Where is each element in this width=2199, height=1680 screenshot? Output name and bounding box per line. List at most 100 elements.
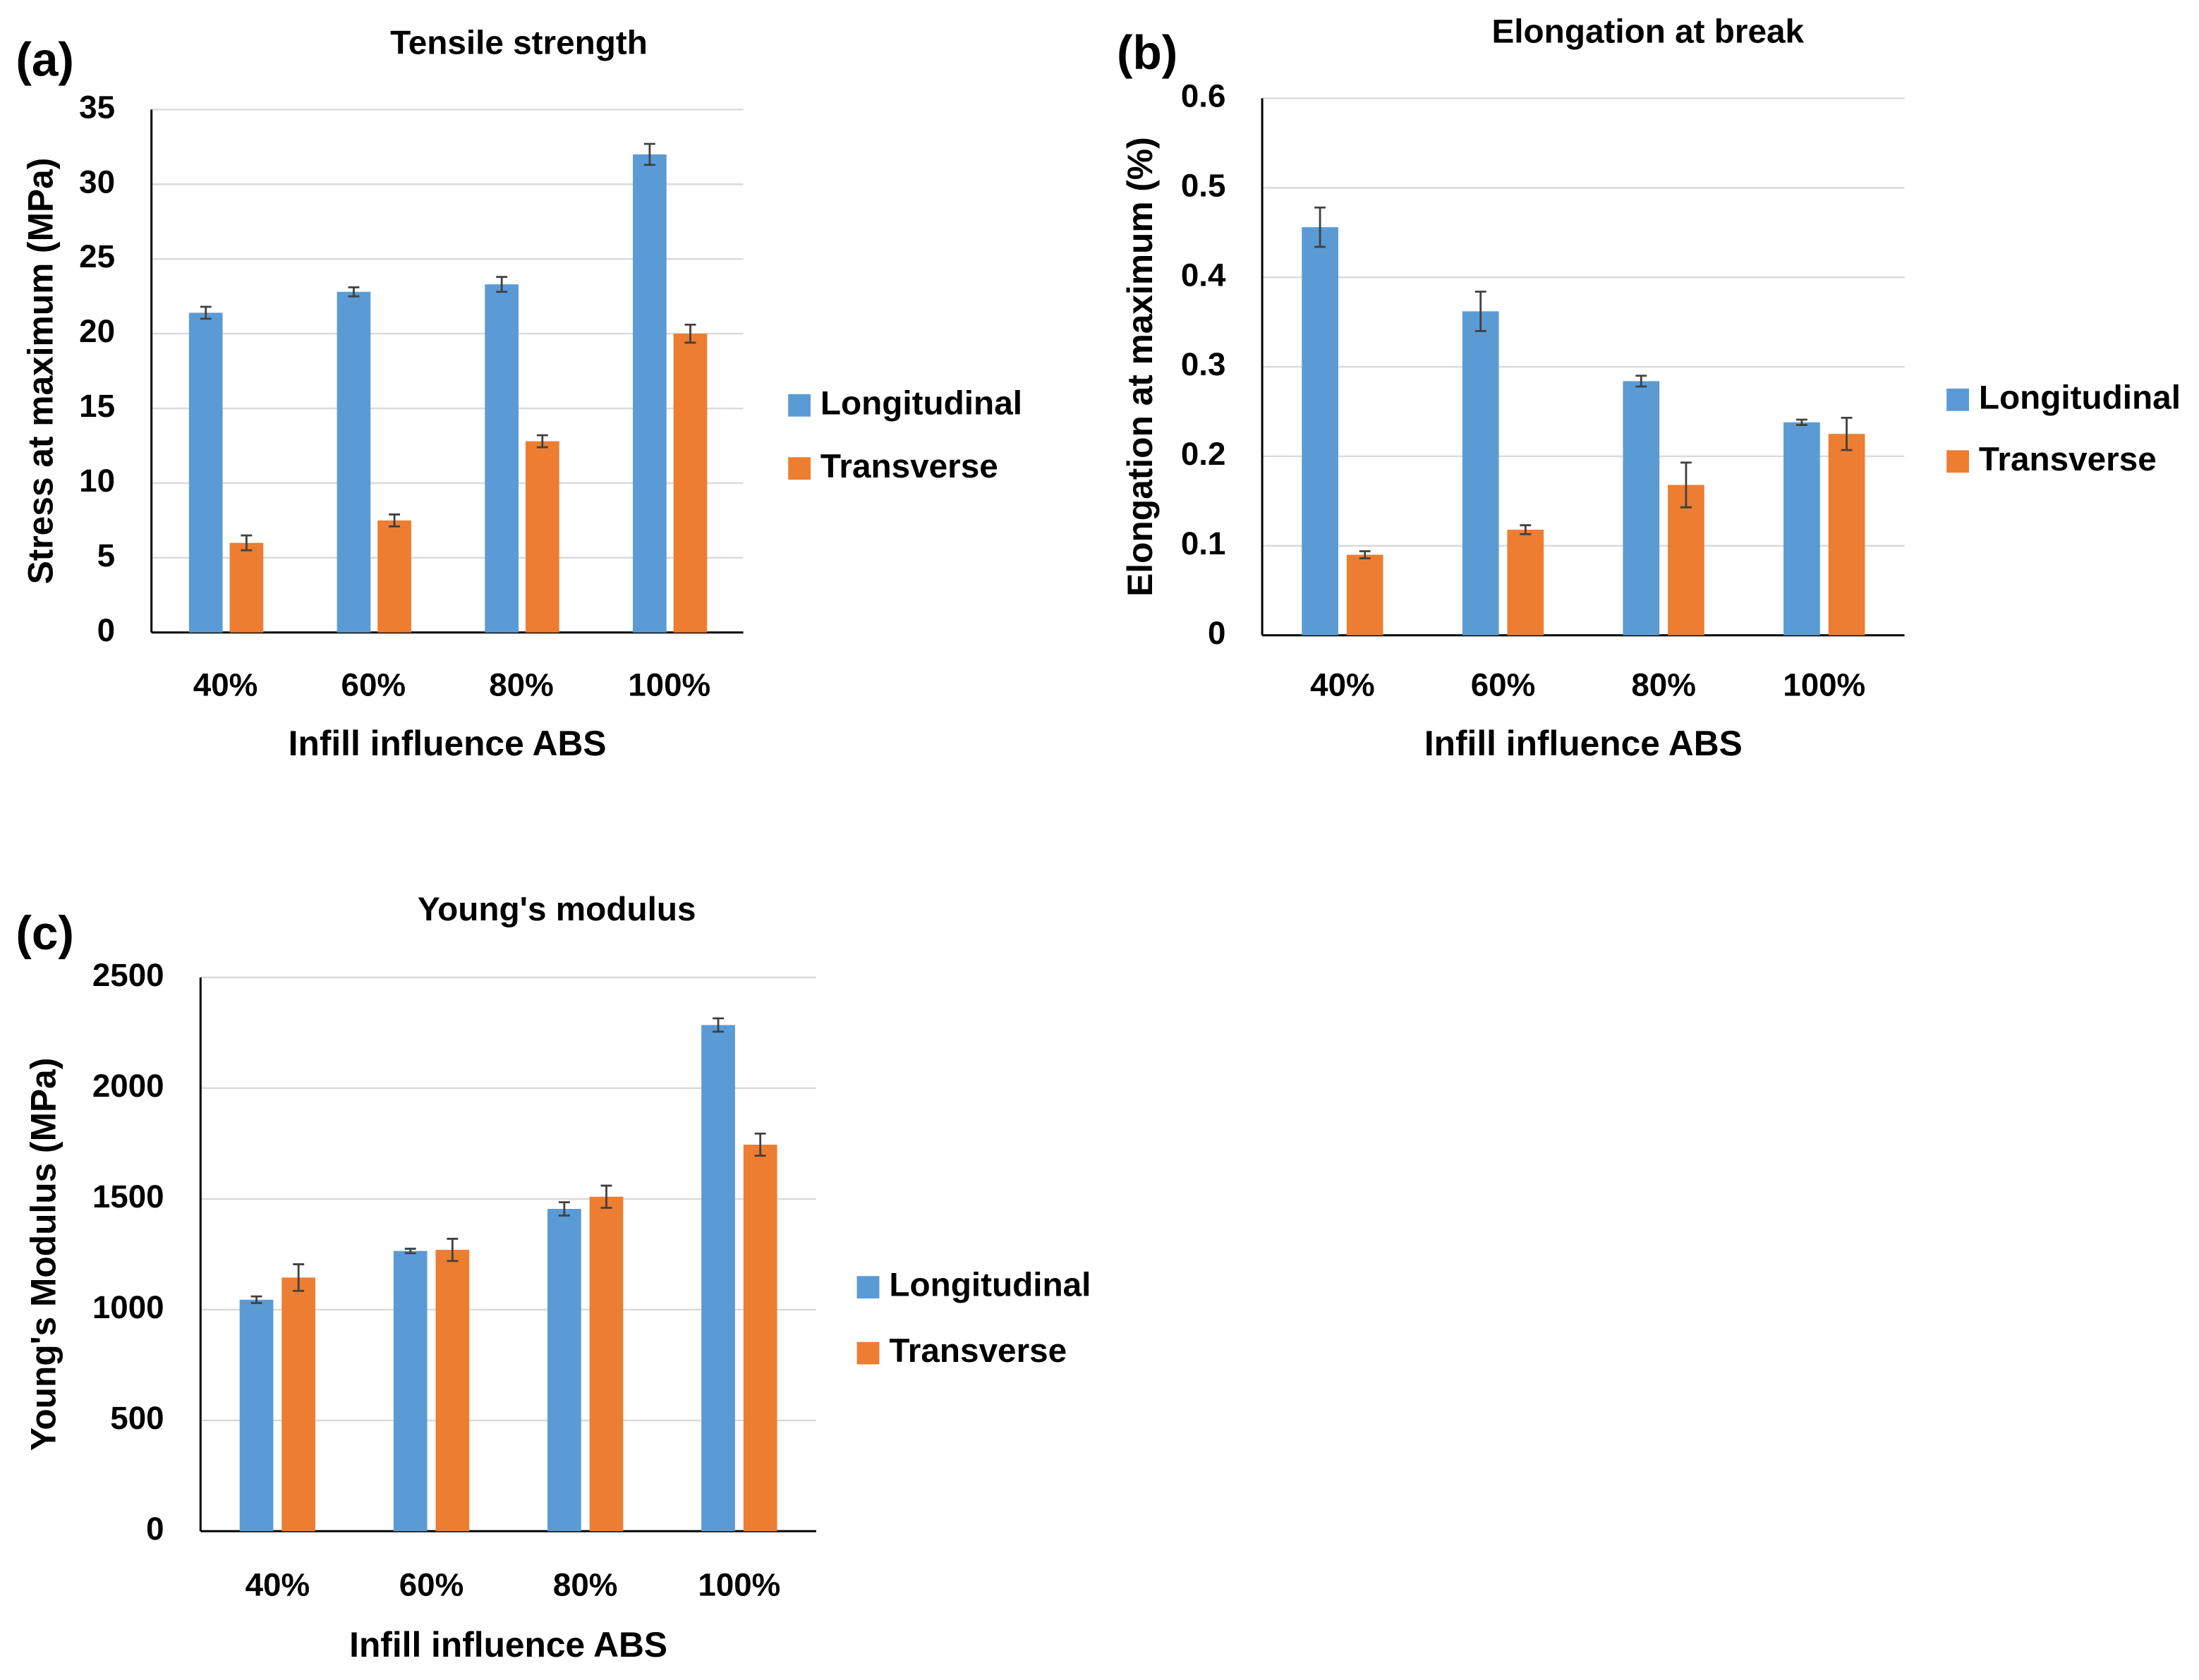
x-tick-label: 100% <box>1783 666 1865 702</box>
y-tick-label: 0.2 <box>1181 436 1226 472</box>
x-tick-label: 60% <box>399 1567 464 1603</box>
legend-label: Longitudinal <box>820 384 1022 422</box>
bar <box>229 542 264 633</box>
bar <box>281 1277 316 1532</box>
y-tick-label: 10 <box>79 463 115 499</box>
error-bar <box>643 142 655 166</box>
bar <box>1346 554 1383 635</box>
error-bar <box>713 1017 724 1033</box>
y-tick-label: 0.1 <box>1181 525 1226 561</box>
error-bar <box>1314 206 1326 248</box>
bar <box>673 334 708 633</box>
error-bar <box>558 1201 570 1217</box>
bar <box>485 284 519 633</box>
legend-swatch <box>788 457 811 480</box>
error-bar <box>684 323 696 344</box>
error-bar <box>293 1263 305 1292</box>
error-bar <box>1520 524 1532 535</box>
x-tick-label: 40% <box>1310 666 1375 702</box>
bar <box>239 1299 274 1532</box>
error-bar <box>447 1238 459 1262</box>
y-axis-title: Elongation at maximum (%) <box>1120 137 1160 597</box>
x-tick-label: 80% <box>553 1567 618 1603</box>
bar <box>1783 422 1820 635</box>
y-tick-label: 0 <box>146 1511 164 1547</box>
chart-title: Elongation at break <box>1492 13 1805 51</box>
error-bar <box>536 434 548 449</box>
y-tick-label: 0.4 <box>1181 257 1226 293</box>
error-bar <box>241 534 253 552</box>
y-tick-label: 25 <box>79 238 115 274</box>
bar <box>1507 530 1544 635</box>
x-tick-label: 40% <box>193 666 258 702</box>
bar <box>589 1196 624 1532</box>
error-bar <box>1795 418 1807 426</box>
bar <box>743 1144 777 1532</box>
x-tick-label: 60% <box>341 666 406 702</box>
bar <box>435 1250 470 1532</box>
x-axis-title: Infill influence ABS <box>1424 724 1743 763</box>
x-tick-label: 60% <box>1471 666 1536 702</box>
x-axis-title: Infill influence ABS <box>349 1625 667 1664</box>
bar <box>1828 434 1865 635</box>
error-bar <box>1474 291 1486 332</box>
bar <box>1462 311 1499 635</box>
legend-label: Transverse <box>820 448 998 485</box>
x-tick-label: 80% <box>1631 666 1696 702</box>
panel-label: (b) <box>1117 27 1177 80</box>
bar <box>1668 485 1704 635</box>
y-tick-label: 1500 <box>92 1179 164 1215</box>
y-tick-label: 0 <box>97 612 115 648</box>
y-tick-label: 20 <box>79 313 115 349</box>
y-tick-label: 1000 <box>92 1289 164 1325</box>
x-axis-title: Infill influence ABS <box>289 724 607 763</box>
error-bar <box>250 1295 262 1304</box>
chart-title: Tensile strength <box>390 24 648 61</box>
y-tick-label: 0 <box>1208 615 1225 651</box>
legend-label: Longitudinal <box>889 1267 1091 1304</box>
y-tick-label: 0.6 <box>1181 78 1226 114</box>
error-bar <box>1841 417 1853 451</box>
y-tick-label: 0.3 <box>1181 346 1226 382</box>
bar <box>633 154 667 633</box>
legend-label: Transverse <box>1979 441 2157 478</box>
legend-swatch <box>1946 388 1969 411</box>
x-tick-label: 100% <box>698 1567 780 1603</box>
y-tick-label: 5 <box>97 537 115 573</box>
x-tick-label: 100% <box>628 666 710 702</box>
y-tick-label: 2500 <box>92 957 164 993</box>
y-tick-label: 15 <box>79 388 115 424</box>
bar <box>1302 227 1338 635</box>
legend-swatch <box>788 394 811 417</box>
y-axis-title: Stress at maximum (MPa) <box>21 158 61 585</box>
bar <box>525 441 559 633</box>
bar <box>377 520 411 633</box>
error-bar <box>754 1132 766 1157</box>
legend-swatch <box>856 1276 880 1299</box>
error-bar <box>404 1248 416 1255</box>
error-bar <box>496 276 508 293</box>
y-tick-label: 30 <box>79 164 115 200</box>
bar <box>393 1250 428 1532</box>
bar <box>701 1025 735 1532</box>
y-axis-title: Young's Modulus (MPa) <box>24 1058 63 1451</box>
bar <box>1623 381 1660 635</box>
error-bar <box>348 286 360 298</box>
y-tick-label: 2000 <box>92 1068 164 1104</box>
y-tick-label: 500 <box>110 1400 164 1436</box>
x-tick-label: 40% <box>246 1567 310 1603</box>
x-tick-label: 80% <box>489 666 554 702</box>
y-tick-label: 35 <box>79 89 115 125</box>
error-bar <box>600 1184 612 1209</box>
legend-swatch <box>1946 450 1969 473</box>
panel-label: (a) <box>16 34 74 87</box>
error-bar <box>1680 461 1692 509</box>
panel-label: (c) <box>16 907 74 960</box>
error-bar <box>200 305 212 320</box>
bar <box>547 1209 581 1532</box>
error-bar <box>389 513 401 528</box>
bar <box>188 312 223 633</box>
legend-swatch <box>856 1341 880 1365</box>
